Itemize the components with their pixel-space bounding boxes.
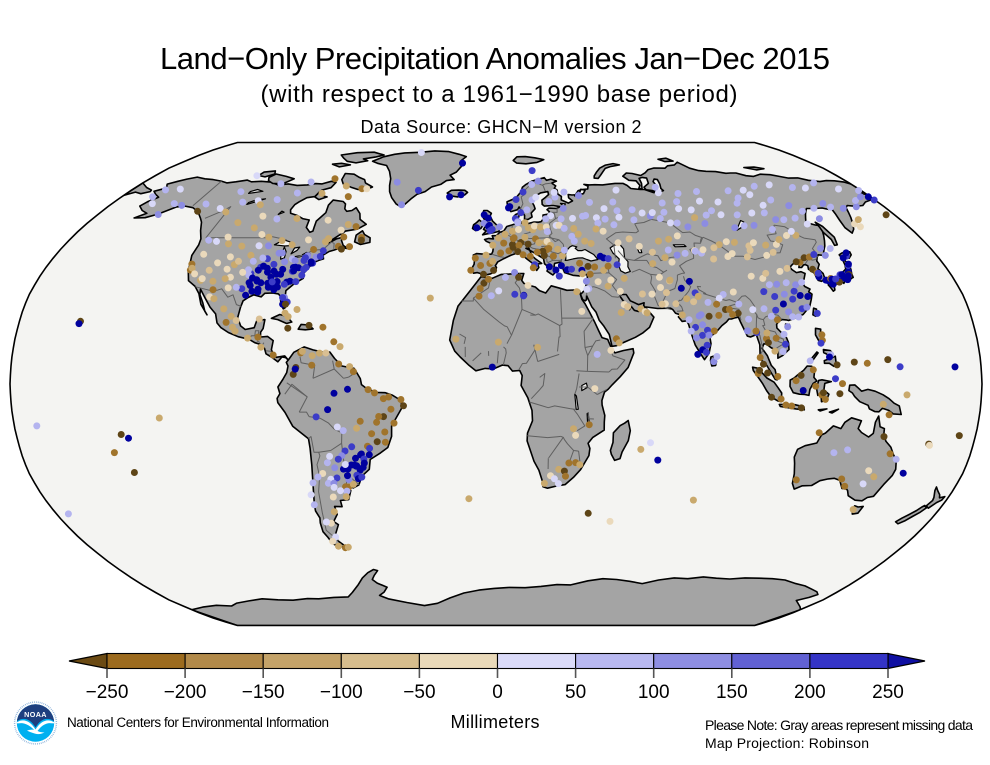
svg-text:Millimeters: Millimeters: [451, 712, 540, 732]
svg-text:−200: −200: [164, 682, 207, 703]
svg-text:Map Projection: Robinson: Map Projection: Robinson: [705, 735, 869, 751]
svg-text:Land−Only Precipitation Anomal: Land−Only Precipitation Anomalies Jan−De…: [160, 41, 830, 76]
svg-text:NOAA: NOAA: [24, 710, 47, 719]
svg-text:National Centers for Environme: National Centers for Environmental Infor…: [67, 715, 329, 730]
svg-text:150: 150: [716, 682, 748, 703]
svg-text:100: 100: [638, 682, 670, 703]
svg-text:0: 0: [492, 682, 503, 703]
svg-text:−100: −100: [320, 682, 363, 703]
svg-text:200: 200: [794, 682, 826, 703]
svg-text:−50: −50: [403, 682, 435, 703]
svg-text:Data Source: GHCN−M version 2: Data Source: GHCN−M version 2: [361, 117, 642, 137]
svg-text:(with respect to a 1961−1990 b: (with respect to a 1961−1990 base period…: [261, 81, 738, 108]
svg-text:−150: −150: [242, 682, 285, 703]
svg-text:250: 250: [872, 682, 904, 703]
svg-text:50: 50: [565, 682, 586, 703]
svg-text:−250: −250: [86, 682, 129, 703]
svg-text:Please Note: Gray areas repres: Please Note: Gray areas represent missin…: [705, 717, 973, 733]
